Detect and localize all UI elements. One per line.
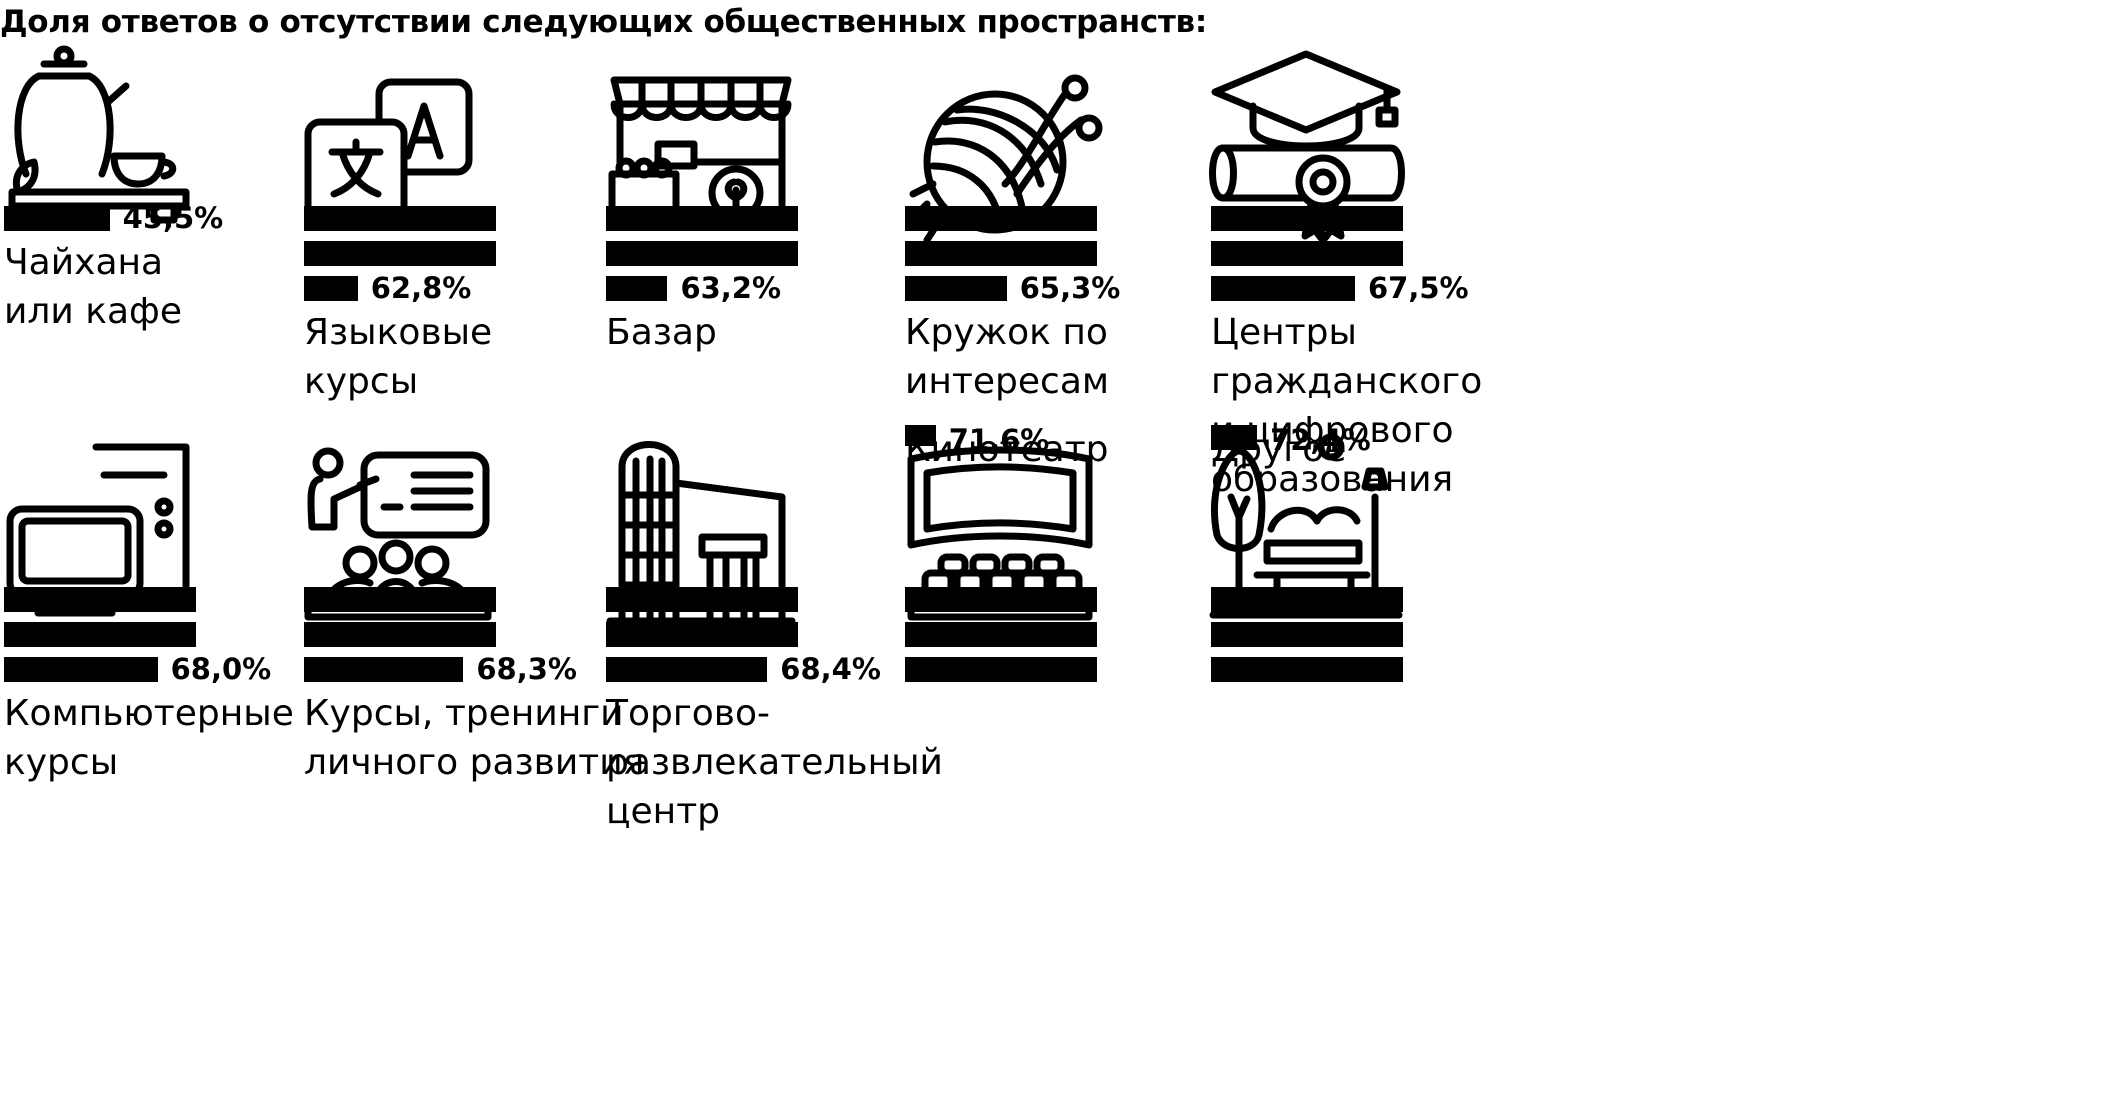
category-label: Чайхана или кафе — [4, 242, 182, 332]
category-label: Другое — [1211, 429, 1347, 470]
full-bar — [905, 206, 1097, 231]
full-bar — [606, 206, 798, 231]
full-bar — [4, 587, 196, 612]
full-bar — [4, 622, 196, 647]
full-bar — [1211, 241, 1403, 266]
value-label: 65,3% — [1019, 271, 1121, 305]
full-bar — [606, 241, 798, 266]
partial-bar — [1211, 425, 1258, 450]
category-label: Торгово- развлекательный центр — [606, 693, 943, 832]
full-bar — [606, 587, 798, 612]
chart-item: 67,5% Центры гражданского и цифрового обр… — [1209, 44, 1611, 584]
value-label: 71,6% — [948, 423, 1050, 457]
full-bar — [1211, 657, 1403, 682]
chart-item: 71,6% Кинотеатр — [905, 425, 1305, 965]
category-label: Языковые курсы — [304, 312, 493, 402]
partial-bar — [304, 276, 358, 301]
partial-bar — [905, 276, 1007, 301]
value-label: 68,3% — [476, 652, 577, 686]
language-icon — [304, 44, 494, 244]
category-label: Кружок по интересам — [905, 312, 1110, 402]
full-bar — [905, 587, 1097, 612]
category-label: Компьютерные курсы — [4, 693, 294, 783]
full-bar — [1211, 206, 1403, 231]
partial-bar — [304, 657, 464, 682]
partial-bar — [4, 206, 110, 231]
chart-item: 62,8% Языковые курсы — [304, 44, 704, 584]
computer-icon — [4, 425, 194, 625]
partial-bar — [606, 657, 768, 682]
chart-title: Доля ответов о отсутствии следующих обще… — [0, 4, 1207, 40]
chart-item: 68,3% Курсы, тренинги личного развития — [304, 425, 704, 965]
full-bar — [1211, 587, 1403, 612]
partial-bar — [4, 657, 158, 682]
partial-bar — [606, 276, 668, 301]
full-bar — [1211, 622, 1403, 647]
full-bar — [304, 241, 496, 266]
full-bar — [606, 622, 798, 647]
value-label: 45,5% — [122, 201, 224, 235]
full-bar — [905, 657, 1097, 682]
full-bar — [905, 241, 1097, 266]
value-label: 68,0% — [170, 652, 272, 686]
category-label: Базар — [606, 312, 717, 353]
full-bar — [905, 622, 1097, 647]
value-label: 63,2% — [680, 271, 782, 305]
full-bar — [304, 622, 496, 647]
partial-bar — [1211, 276, 1355, 301]
full-bar — [304, 206, 496, 231]
chart-item: 65,3% Кружок по интересам — [905, 44, 1305, 584]
chart-item: 63,2% Базар — [606, 44, 1006, 584]
value-label: 68,4% — [780, 652, 881, 686]
chart-item: 68,0% Компьютерные курсы — [4, 425, 404, 965]
chart-item: 72,4% Другое — [1209, 423, 1611, 965]
category-label: Центры гражданского и цифрового образова… — [1211, 312, 1483, 500]
category-label: Кинотеатр — [905, 429, 1109, 470]
partial-bar — [905, 425, 936, 446]
mall-building-icon — [606, 425, 796, 625]
value-label: 62,8% — [370, 271, 472, 305]
yarn-ball-icon — [905, 44, 1103, 244]
category-label: Курсы, тренинги личного развития — [304, 693, 645, 783]
value-label: 67,5% — [1368, 271, 1469, 305]
chart-item: 68,4% Торгово- развлекательный центр — [606, 425, 1006, 965]
chart-item: 45,5% Чайхана или кафе — [4, 44, 404, 584]
full-bar — [304, 587, 496, 612]
value-label: 72,4% — [1270, 423, 1371, 457]
